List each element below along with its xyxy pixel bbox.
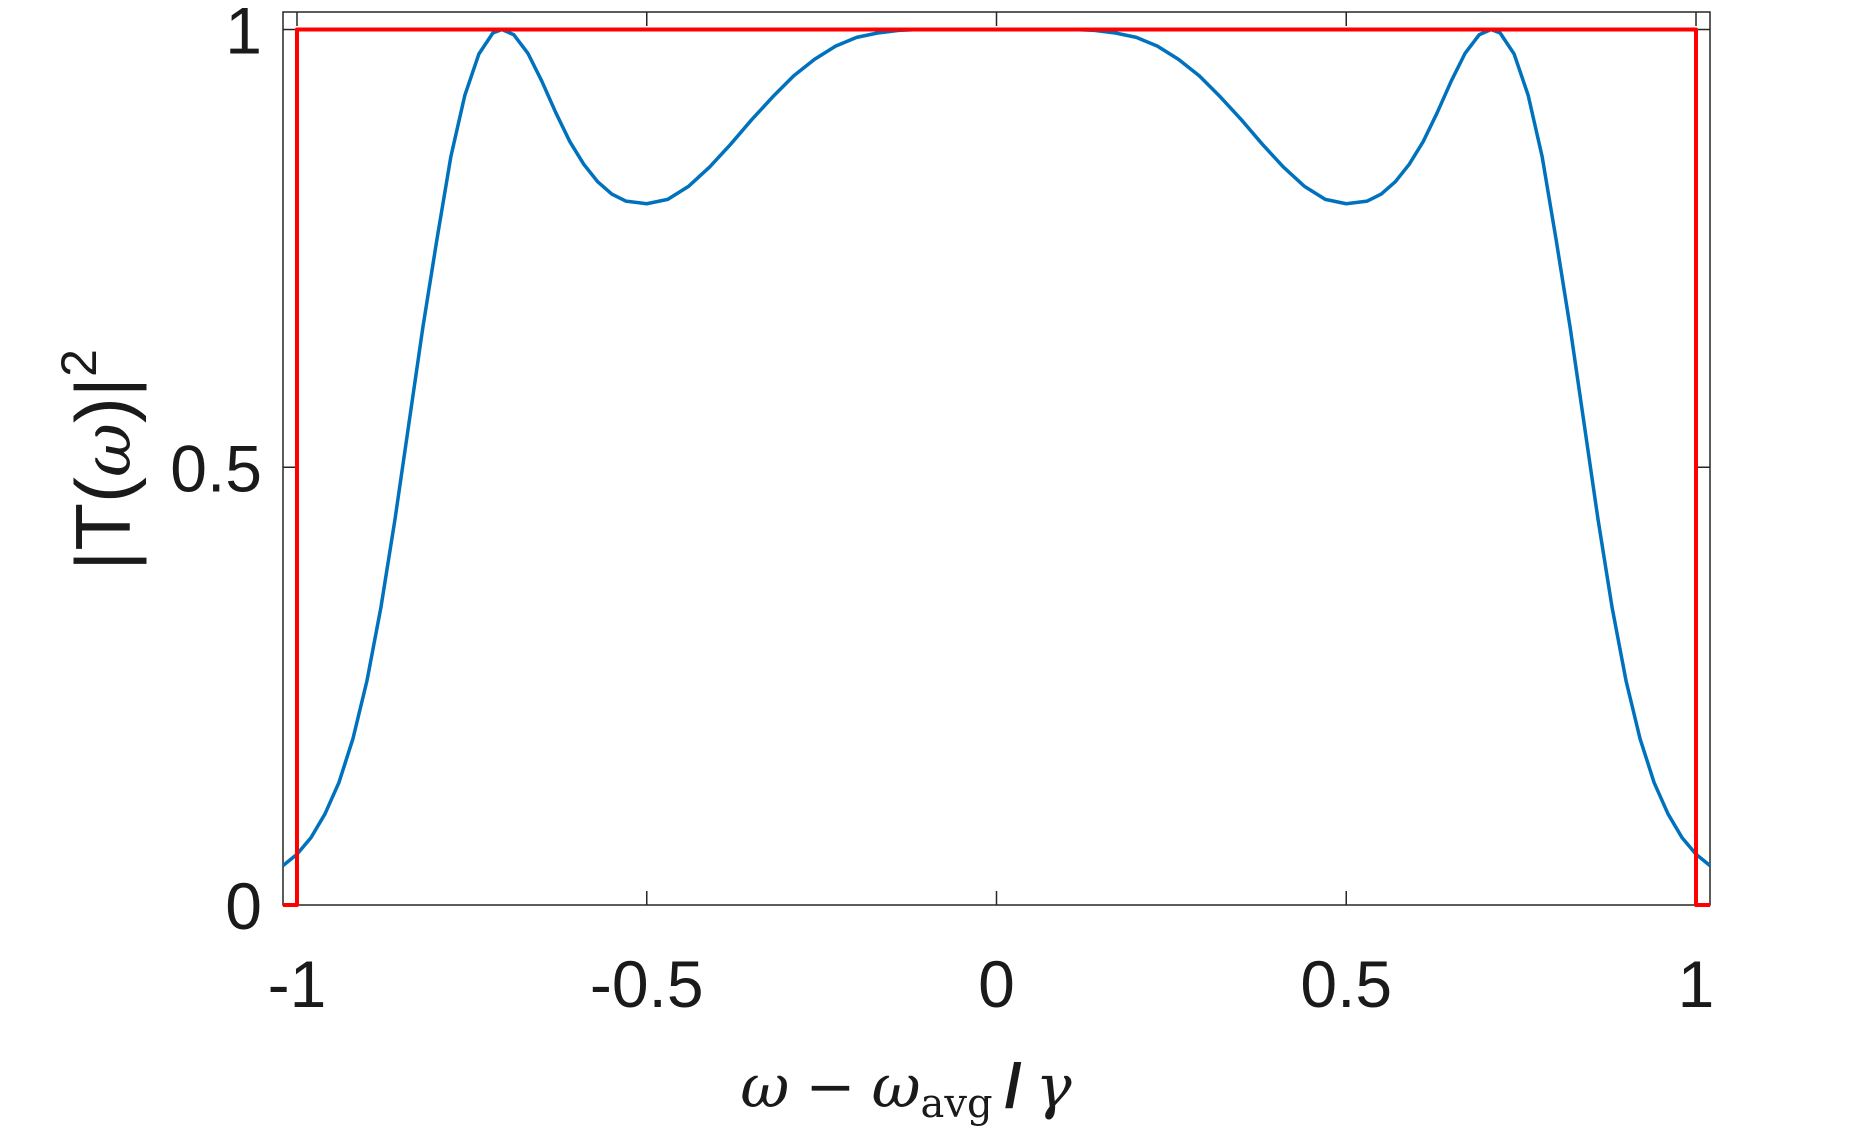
plot-area xyxy=(282,11,1711,906)
x-axis-label: ω − ωavg / γ xyxy=(740,1052,1071,1127)
y-axis-label: |T(ω)|2 xyxy=(51,349,147,571)
x-tick-label: 0 xyxy=(978,947,1015,1021)
ylabel-post: )| xyxy=(59,377,147,423)
ylabel-omega: ω xyxy=(69,423,146,477)
xlabel-omega: ω xyxy=(740,1052,789,1122)
series-line-red xyxy=(283,27,1710,907)
xlabel-minus: − xyxy=(805,1052,855,1122)
ylabel-sup: 2 xyxy=(51,349,107,377)
svg-text:|T(ω)|2: |T(ω)|2 xyxy=(51,349,147,571)
y-tick-label: 0 xyxy=(225,869,262,943)
xlabel-gamma: γ xyxy=(1036,1052,1072,1122)
y-tick-label: 0.5 xyxy=(170,431,262,505)
tick-labels: -1 -0.5 0 0.5 1 0 0.5 1 xyxy=(170,0,1714,1021)
x-tick-label: -1 xyxy=(268,947,327,1021)
ylabel-pre: |T( xyxy=(59,477,147,571)
x-tick-label: 1 xyxy=(1678,947,1715,1021)
y-tick-label: 1 xyxy=(225,0,262,68)
xlabel-sub: avg xyxy=(921,1081,993,1127)
xlabel-omega2: ω xyxy=(872,1052,921,1122)
x-tick-label: 0.5 xyxy=(1300,947,1392,1021)
svg-text:ω−ωavg/γ: ω − ωavg / γ xyxy=(740,1052,1071,1127)
series-layer xyxy=(281,27,1712,907)
xlabel-slash: / xyxy=(1005,1052,1022,1121)
x-tick-label: -0.5 xyxy=(590,947,704,1021)
